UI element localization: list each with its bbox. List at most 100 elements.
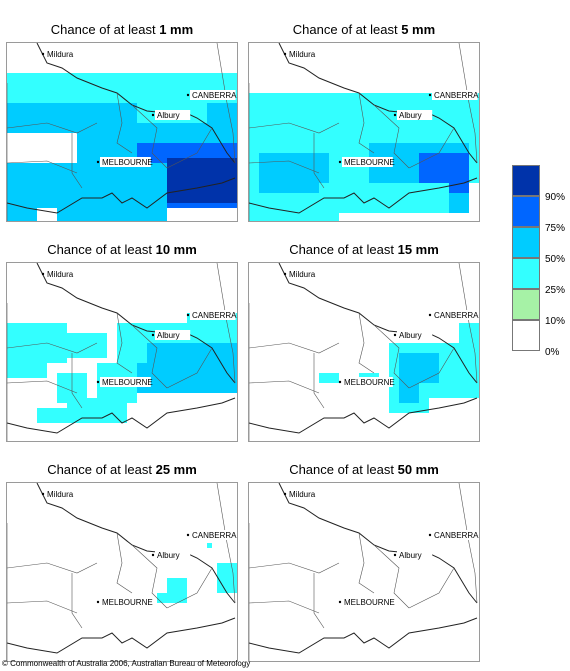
district-boundary (249, 562, 340, 574)
city-marker-icon (96, 380, 100, 384)
district-boundary (7, 380, 78, 394)
city-label-background (432, 530, 478, 540)
city-label-background (190, 310, 236, 320)
city-marker-icon (186, 533, 190, 537)
district-boundary (131, 324, 168, 389)
state-border (36, 43, 236, 164)
city-marker-icon (186, 93, 190, 97)
panel-title: Chance of at least 25 mm (47, 462, 197, 477)
legend-tick-25: 25% (545, 285, 566, 296)
legend-tick-90: 90% (545, 192, 566, 203)
map-svg: Mildura CANBERRA Albury MELBOURNE (7, 263, 237, 441)
district-boundary (408, 567, 455, 609)
map-5mm[interactable]: Mildura CANBERRA Albury MELBOURNE (248, 42, 480, 222)
district-boundary (458, 483, 478, 604)
district-boundary (249, 342, 340, 354)
district-boundary (71, 133, 83, 189)
state-border (278, 43, 478, 164)
district-boundary (71, 353, 83, 409)
city-label-albury: Albury (399, 331, 422, 340)
city-label-mildura: Mildura (47, 270, 74, 279)
map-svg: Mildura CANBERRA Albury MELBOURNE (249, 263, 479, 441)
coastline (249, 617, 478, 654)
city-label-background (342, 157, 393, 167)
district-boundary (7, 600, 78, 614)
city-label-background (155, 110, 191, 120)
district-boundary (116, 92, 133, 154)
district-boundary (166, 127, 213, 169)
city-label-background (342, 597, 393, 607)
city-marker-icon (393, 553, 397, 557)
district-boundary (313, 573, 325, 629)
probability-cell (399, 353, 439, 383)
city-label-background (155, 550, 191, 560)
panel-title: Chance of at least 1 mm (50, 22, 194, 37)
probability-cell (459, 323, 479, 343)
city-marker-icon (338, 160, 342, 164)
probability-cell (319, 373, 339, 383)
map-50mm[interactable]: Mildura CANBERRA Albury MELBOURNE (248, 482, 480, 662)
city-label-background (397, 110, 433, 120)
legend-swatch-0 (512, 320, 540, 351)
city-marker-icon (186, 313, 190, 317)
city-label-background (397, 550, 433, 560)
map-25mm[interactable]: Mildura CANBERRA Albury MELBOURNE (6, 482, 238, 662)
district-boundary (408, 127, 455, 169)
district-boundary (216, 263, 236, 384)
city-label-melbourne: MELBOURNE (344, 158, 395, 167)
district-boundary (249, 122, 340, 134)
map-15mm[interactable]: Mildura CANBERRA Albury MELBOURNE (248, 262, 480, 442)
panel-title: Chance of at least 50 mm (289, 462, 439, 477)
city-marker-icon (393, 333, 397, 337)
city-label-melbourne: MELBOURNE (102, 378, 153, 387)
city-label-melbourne: MELBOURNE (344, 378, 395, 387)
probability-cell (147, 343, 237, 373)
probability-cell (157, 593, 177, 603)
district-boundary (166, 567, 213, 609)
state-border (278, 483, 478, 604)
city-label-canberra: CANBERRA (434, 531, 479, 540)
city-label-background (190, 90, 236, 100)
city-marker-icon (96, 600, 100, 604)
city-label-mildura: Mildura (289, 490, 316, 499)
city-label-canberra: CANBERRA (434, 91, 479, 100)
legend-swatch-90 (512, 165, 540, 196)
district-boundary (358, 92, 375, 154)
district-boundary (7, 342, 98, 354)
state-border (36, 483, 236, 604)
district-boundary (458, 263, 478, 384)
panel-title: Chance of at least 5 mm (292, 22, 436, 37)
probability-cell (399, 383, 419, 403)
city-marker-icon (428, 313, 432, 317)
city-marker-icon (96, 160, 100, 164)
probability-cell (7, 363, 47, 378)
legend-swatch-50 (512, 227, 540, 258)
probability-cell (7, 208, 37, 221)
city-label-background (432, 90, 478, 100)
district-boundary (358, 312, 375, 374)
district-boundary (358, 532, 375, 594)
district-boundary (313, 133, 325, 189)
city-label-mildura: Mildura (289, 270, 316, 279)
city-label-albury: Albury (399, 551, 422, 560)
city-marker-icon (151, 553, 155, 557)
city-label-background (432, 310, 478, 320)
city-label-background (397, 330, 433, 340)
district-boundary (249, 160, 320, 174)
state-border (36, 263, 236, 384)
probability-cell (107, 83, 177, 103)
city-label-canberra: CANBERRA (192, 531, 237, 540)
probability-cell (67, 398, 127, 423)
district-boundary (131, 104, 168, 169)
map-10mm[interactable]: Mildura CANBERRA Albury MELBOURNE (6, 262, 238, 442)
legend-tick-0: 0% (545, 347, 560, 358)
city-marker-icon (41, 492, 45, 496)
legend-tick-75: 75% (545, 223, 566, 234)
district-boundary (116, 312, 133, 374)
legend-swatch-75 (512, 196, 540, 227)
map-1mm[interactable]: Mildura CANBERRA Albury MELBOURNE (6, 42, 238, 222)
legend: 90% 75% 50% 25% 10% 0% (512, 165, 570, 365)
city-label-background (100, 597, 151, 607)
probability-cell (37, 408, 67, 423)
panel-title: Chance of at least 15 mm (289, 242, 439, 257)
